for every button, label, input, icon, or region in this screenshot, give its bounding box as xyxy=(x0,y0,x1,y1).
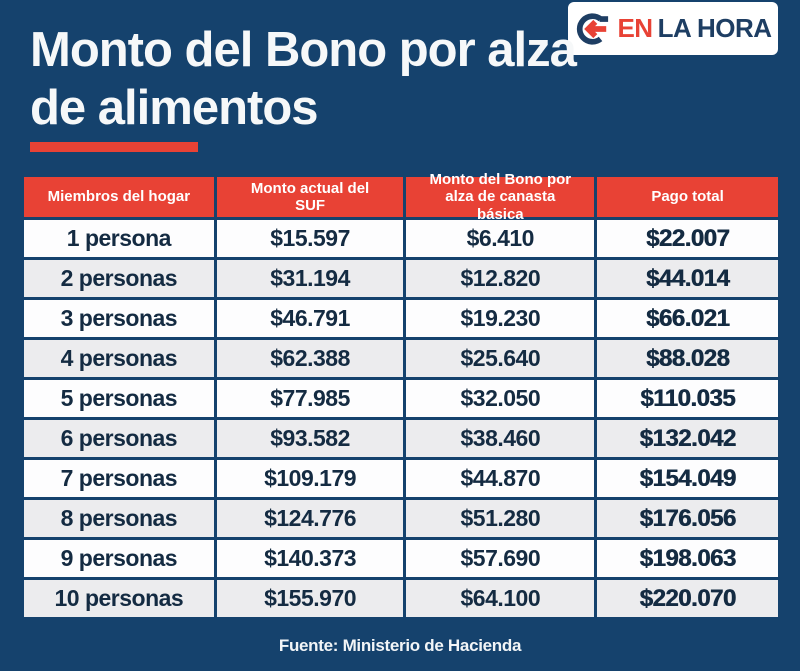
page-title: Monto del Bono por alza de alimentos xyxy=(30,22,750,138)
amount-cell: $51.280 xyxy=(406,500,595,537)
logo-text-lahora: LA HORA xyxy=(657,13,772,43)
amount-cell: $124.776 xyxy=(216,500,404,537)
pago-total-cell: $176.056 xyxy=(597,500,778,537)
household-size-cell: 4 personas xyxy=(24,340,214,377)
amount-cell: $38.460 xyxy=(406,420,595,457)
pago-total-cell: $88.028 xyxy=(597,340,778,377)
bono-table: Miembros del hogar Monto actual del SUF … xyxy=(24,171,778,617)
source-caption: Fuente: Ministerio de Hacienda xyxy=(278,636,522,655)
pago-total-cell: $22.007 xyxy=(597,220,778,257)
amount-cell: $155.970 xyxy=(216,580,404,617)
household-size-cell: 1 persona xyxy=(24,220,214,257)
pago-total-cell: $66.021 xyxy=(597,300,778,337)
pago-total-cell: $132.042 xyxy=(597,420,778,457)
pago-total-cell: $44.014 xyxy=(597,260,778,297)
household-size-cell: 10 personas xyxy=(24,580,214,617)
amount-cell: $57.690 xyxy=(406,540,595,577)
amount-cell: $93.582 xyxy=(216,420,404,457)
amount-cell: $25.640 xyxy=(406,340,595,377)
page-title-line2: de alimentos xyxy=(30,80,319,135)
pago-total-cell: $198.063 xyxy=(597,540,778,577)
page-title-line1: Monto del Bono por alza xyxy=(30,23,577,77)
logo-text-en: EN xyxy=(617,13,653,43)
amount-cell: $31.194 xyxy=(216,260,404,297)
amount-cell: $109.179 xyxy=(216,460,404,497)
amount-cell: $15.597 xyxy=(216,220,404,257)
enlahora-arrow-icon xyxy=(577,12,609,45)
pago-total-cell: $110.035 xyxy=(597,380,778,417)
household-size-cell: 9 personas xyxy=(24,540,214,577)
amount-cell: $19.230 xyxy=(406,300,595,337)
household-size-cell: 2 personas xyxy=(24,260,214,297)
amount-cell: $32.050 xyxy=(406,380,595,417)
header-monto-suf: Monto actual del SUF xyxy=(216,177,404,217)
household-size-cell: 6 personas xyxy=(24,420,214,457)
amount-cell: $140.373 xyxy=(216,540,404,577)
header-miembros: Miembros del hogar xyxy=(24,177,214,217)
amount-cell: $46.791 xyxy=(216,300,404,337)
amount-cell: $62.388 xyxy=(216,340,404,377)
enlahora-logo: EN LA HORA xyxy=(568,2,778,55)
amount-cell: $64.100 xyxy=(406,580,595,617)
amount-cell: $44.870 xyxy=(406,460,595,497)
title-underline-accent xyxy=(30,142,198,152)
household-size-cell: 8 personas xyxy=(24,500,214,537)
household-size-cell: 3 personas xyxy=(24,300,214,337)
household-size-cell: 5 personas xyxy=(24,380,214,417)
amount-cell: $12.820 xyxy=(406,260,595,297)
pago-total-cell: $220.070 xyxy=(597,580,778,617)
header-monto-bono: Monto del Bono por alza de canasta básic… xyxy=(406,171,595,223)
household-size-cell: 7 personas xyxy=(24,460,214,497)
enlahora-wordmark: EN LA HORA xyxy=(617,13,772,44)
pago-total-cell: $154.049 xyxy=(597,460,778,497)
header-pago-total: Pago total xyxy=(597,177,778,217)
amount-cell: $77.985 xyxy=(216,380,404,417)
amount-cell: $6.410 xyxy=(406,220,595,257)
